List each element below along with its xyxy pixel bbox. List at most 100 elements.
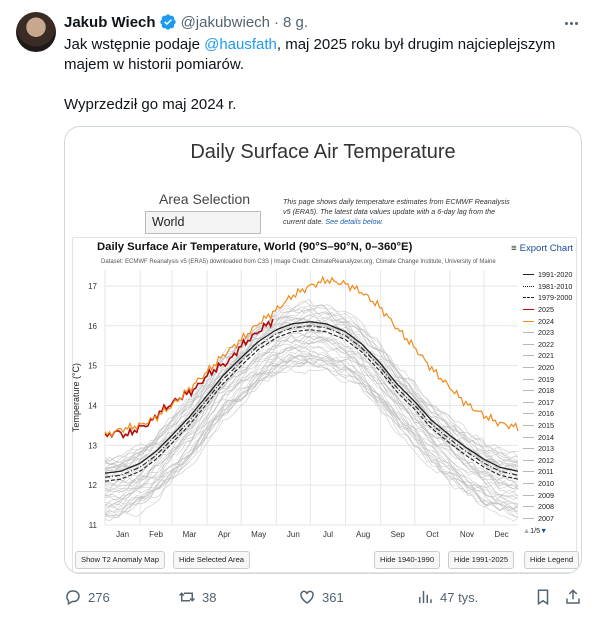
legend-item[interactable]: 2012 bbox=[523, 455, 572, 467]
historical-year-line bbox=[104, 351, 519, 511]
legend-label: 2022 bbox=[538, 339, 554, 349]
text-segment: Jak wstępnie podaje bbox=[64, 36, 205, 53]
legend-label: 2024 bbox=[538, 316, 554, 326]
analytics-icon bbox=[419, 591, 432, 603]
retweet-button[interactable]: 38 bbox=[178, 588, 216, 606]
historical-year-line bbox=[104, 313, 519, 470]
legend-item[interactable]: 2019 bbox=[523, 373, 572, 385]
tweet-media-image[interactable]: Daily Surface Air Temperature Area Selec… bbox=[64, 126, 582, 574]
author-handle[interactable]: @jakubwiech bbox=[180, 13, 270, 31]
series-line-2025 bbox=[104, 318, 274, 440]
legend-swatch bbox=[523, 378, 534, 380]
series-line-2024 bbox=[104, 275, 519, 438]
legend-label: 2010 bbox=[538, 478, 554, 488]
legend-item[interactable]: 2010 bbox=[523, 478, 572, 490]
area-select[interactable]: World bbox=[145, 211, 261, 234]
legend-item[interactable]: 2011 bbox=[523, 466, 572, 478]
area-selection-label: Area Selection bbox=[159, 191, 251, 207]
info-text: This page shows daily temperature estima… bbox=[283, 197, 515, 227]
dataset-credit: Dataset: ECMWF Reanalysis v5 (ERA5) down… bbox=[101, 259, 496, 265]
historical-year-line bbox=[104, 358, 519, 512]
reply-count: 276 bbox=[88, 589, 110, 605]
legend-swatch bbox=[523, 517, 534, 519]
legend-label: 2023 bbox=[538, 328, 554, 338]
export-chart-button[interactable]: ≡ Export Chart bbox=[511, 243, 573, 254]
x-tick-label: Jun bbox=[287, 530, 300, 539]
bookmark-button[interactable] bbox=[534, 588, 558, 606]
x-tick-label: Mar bbox=[183, 530, 197, 539]
legend-item[interactable]: 2015 bbox=[523, 420, 572, 432]
hide-1991-2025-button[interactable]: Hide 1991-2025 bbox=[448, 551, 515, 569]
legend-swatch bbox=[523, 355, 534, 357]
legend-item[interactable]: 2008 bbox=[523, 501, 572, 513]
legend-swatch bbox=[523, 320, 534, 322]
historical-year-line bbox=[104, 355, 519, 518]
triangle-up-icon[interactable]: ▲ bbox=[523, 526, 531, 536]
historical-year-line bbox=[104, 307, 519, 462]
legend-swatch bbox=[523, 506, 534, 508]
reply-button[interactable]: 276 bbox=[64, 588, 110, 606]
legend-item[interactable]: 1991-2020 bbox=[523, 269, 572, 281]
legend-item[interactable]: 2016 bbox=[523, 408, 572, 420]
legend-item[interactable]: 2017 bbox=[523, 397, 572, 409]
share-button[interactable] bbox=[564, 588, 588, 606]
x-tick-label: Oct bbox=[426, 530, 439, 539]
legend-swatch bbox=[523, 459, 534, 461]
legend-label: 2019 bbox=[538, 374, 554, 384]
x-tick-label: May bbox=[251, 530, 266, 539]
legend-swatch bbox=[523, 274, 534, 276]
timestamp[interactable]: 8 g. bbox=[283, 13, 309, 31]
avatar[interactable] bbox=[16, 12, 56, 52]
legend-item[interactable]: 2024 bbox=[523, 315, 572, 327]
legend-label: 2008 bbox=[538, 502, 554, 512]
tweet-text: Jak wstępnie podaje @hausfath, maj 2025 … bbox=[64, 35, 584, 135]
historical-year-line bbox=[104, 355, 519, 518]
legend-item[interactable]: 2021 bbox=[523, 350, 572, 362]
more-options-icon[interactable] bbox=[562, 14, 580, 32]
x-tick-label: Nov bbox=[460, 530, 474, 539]
y-tick-label: 13 bbox=[88, 441, 97, 450]
heart-icon bbox=[300, 590, 314, 604]
legend-item[interactable]: 2007 bbox=[523, 512, 572, 524]
legend-item[interactable]: 2020 bbox=[523, 362, 572, 374]
legend-item[interactable]: 2014 bbox=[523, 431, 572, 443]
legend-swatch bbox=[523, 367, 534, 369]
hide-legend-button[interactable]: Hide Legend bbox=[524, 551, 580, 569]
y-tick-label: 14 bbox=[88, 401, 97, 410]
like-count: 361 bbox=[322, 589, 344, 605]
legend-item[interactable]: 2023 bbox=[523, 327, 572, 339]
legend-item[interactable]: 2018 bbox=[523, 385, 572, 397]
show-anomaly-map-button[interactable]: Show T2 Anomaly Map bbox=[75, 551, 165, 569]
legend-swatch bbox=[523, 471, 534, 473]
tweet-paragraph-1: Jak wstępnie podaje @hausfath, maj 2025 … bbox=[64, 35, 584, 75]
views-button[interactable]: 47 tys. bbox=[416, 588, 478, 606]
hide-selected-area-button[interactable]: Hide Selected Area bbox=[173, 551, 251, 569]
legend-item[interactable]: 1979-2000 bbox=[523, 292, 572, 304]
series-line-1991-2020 bbox=[104, 321, 519, 474]
x-tick-label: Aug bbox=[356, 530, 370, 539]
hide-1940-1990-button[interactable]: Hide 1940-1990 bbox=[374, 551, 441, 569]
legend-label: 2020 bbox=[538, 363, 554, 373]
author-name[interactable]: Jakub Wiech bbox=[64, 13, 156, 31]
legend-label: 2021 bbox=[538, 351, 554, 361]
triangle-down-icon[interactable]: ▼ bbox=[540, 526, 548, 536]
details-link[interactable]: See details below. bbox=[325, 217, 384, 226]
legend-label: 2025 bbox=[538, 305, 554, 315]
legend-swatch bbox=[523, 297, 534, 299]
chart-title: Daily Surface Air Temperature, World (90… bbox=[97, 241, 413, 253]
legend-swatch bbox=[523, 343, 534, 345]
legend-item[interactable]: 2022 bbox=[523, 339, 572, 351]
legend-label: 2014 bbox=[538, 432, 554, 442]
mention-link[interactable]: @hausfath bbox=[204, 36, 277, 53]
legend-pager[interactable]: ▲1/5▼ bbox=[523, 526, 572, 535]
historical-year-line bbox=[104, 367, 519, 522]
legend-label: 2017 bbox=[538, 397, 554, 407]
legend-item[interactable]: 2009 bbox=[523, 489, 572, 501]
historical-year-line bbox=[104, 353, 519, 510]
legend-swatch bbox=[523, 482, 534, 484]
like-button[interactable]: 361 bbox=[298, 588, 344, 606]
legend-item[interactable]: 2013 bbox=[523, 443, 572, 455]
legend-item[interactable]: 2025 bbox=[523, 304, 572, 316]
legend-item[interactable]: 1981-2010 bbox=[523, 281, 572, 293]
series-line-1979-2000 bbox=[104, 329, 519, 482]
